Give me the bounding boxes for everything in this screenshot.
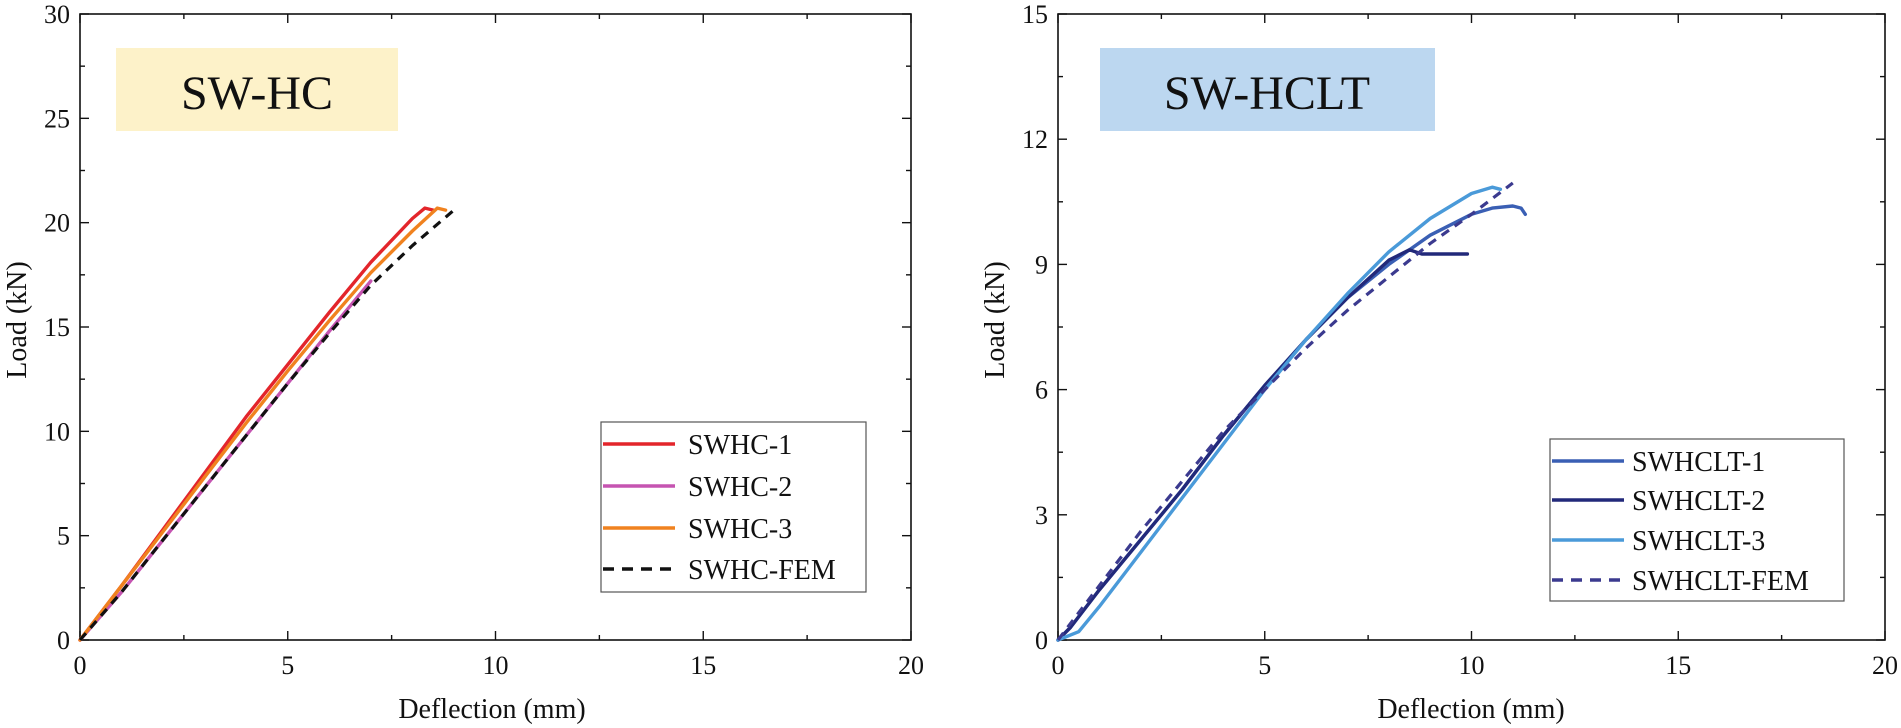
legend: SWHC-1 SWHC-2 SWHC-3 SWHC-FEM xyxy=(600,421,867,593)
x-tick-label: 5 xyxy=(1258,651,1271,680)
y-tick-label: 12 xyxy=(1022,125,1048,154)
series-line xyxy=(1056,181,1514,641)
legend-label: SWHC-FEM xyxy=(688,555,836,586)
x-tick-label: 0 xyxy=(1052,651,1065,680)
x-tick-label: 15 xyxy=(1665,651,1691,680)
y-axis-title: Load (kN) xyxy=(2,261,33,378)
x-tick-label: 20 xyxy=(1872,651,1898,680)
legend-label: SWHC-2 xyxy=(688,472,792,503)
x-tick-label: 0 xyxy=(74,651,87,680)
y-axis-title: Load (kN) xyxy=(980,261,1011,378)
legend-box xyxy=(1549,438,1845,602)
badge-background xyxy=(1100,48,1435,131)
legend: SWHCLT-1 SWHCLT-2 SWHCLT-3 SWHCLT-FEM xyxy=(1549,438,1845,602)
series-line xyxy=(78,208,455,642)
x-tick-label: 10 xyxy=(483,651,509,680)
y-tick-label: 25 xyxy=(44,104,70,133)
series-line xyxy=(1056,204,1528,642)
y-tick-label: 15 xyxy=(44,313,70,342)
badge-label: SW-HC xyxy=(181,67,333,120)
badge-label: SW-HCLT xyxy=(1164,67,1370,120)
y-tick-label: 9 xyxy=(1035,250,1048,279)
y-tick-label: 0 xyxy=(57,626,70,655)
y-tick-label: 3 xyxy=(1035,501,1048,530)
series-line xyxy=(1056,185,1503,642)
y-tick-label: 6 xyxy=(1035,376,1048,405)
legend-box xyxy=(600,421,867,593)
y-tick-label: 5 xyxy=(57,522,70,551)
legend-label: SWHCLT-3 xyxy=(1632,526,1765,557)
x-tick-label: 20 xyxy=(898,651,924,680)
legend-label: SWHCLT-1 xyxy=(1632,447,1765,478)
y-tick-label: 30 xyxy=(44,0,70,29)
chart-sw-hclt: SW-HCLT 0 5 10 15 20 0 3 6 9 12 15 Deflection (mm)… xyxy=(980,0,1898,725)
y-tick-label: 20 xyxy=(44,209,70,238)
series-line xyxy=(1056,248,1470,642)
y-tick-label: 0 xyxy=(1035,626,1048,655)
x-tick-label: 15 xyxy=(690,651,716,680)
legend-label: SWHCLT-2 xyxy=(1632,486,1765,517)
series-line xyxy=(78,206,448,642)
legend-label: SWHCLT-FEM xyxy=(1632,566,1809,597)
x-tick-label: 10 xyxy=(1459,651,1485,680)
x-axis-title: Deflection (mm) xyxy=(1377,694,1564,725)
y-tick-label: 15 xyxy=(1022,0,1048,29)
chart-sw-hc: SW-HC 0 5 10 15 20 0 5 10 15 20 25 30 Deflection (m… xyxy=(2,0,924,725)
legend-label: SWHC-3 xyxy=(688,514,792,545)
x-axis-title: Deflection (mm) xyxy=(398,694,585,725)
x-tick-label: 5 xyxy=(281,651,294,680)
y-tick-label: 10 xyxy=(44,417,70,446)
legend-label: SWHC-1 xyxy=(688,430,792,461)
badge-background xyxy=(116,48,398,131)
